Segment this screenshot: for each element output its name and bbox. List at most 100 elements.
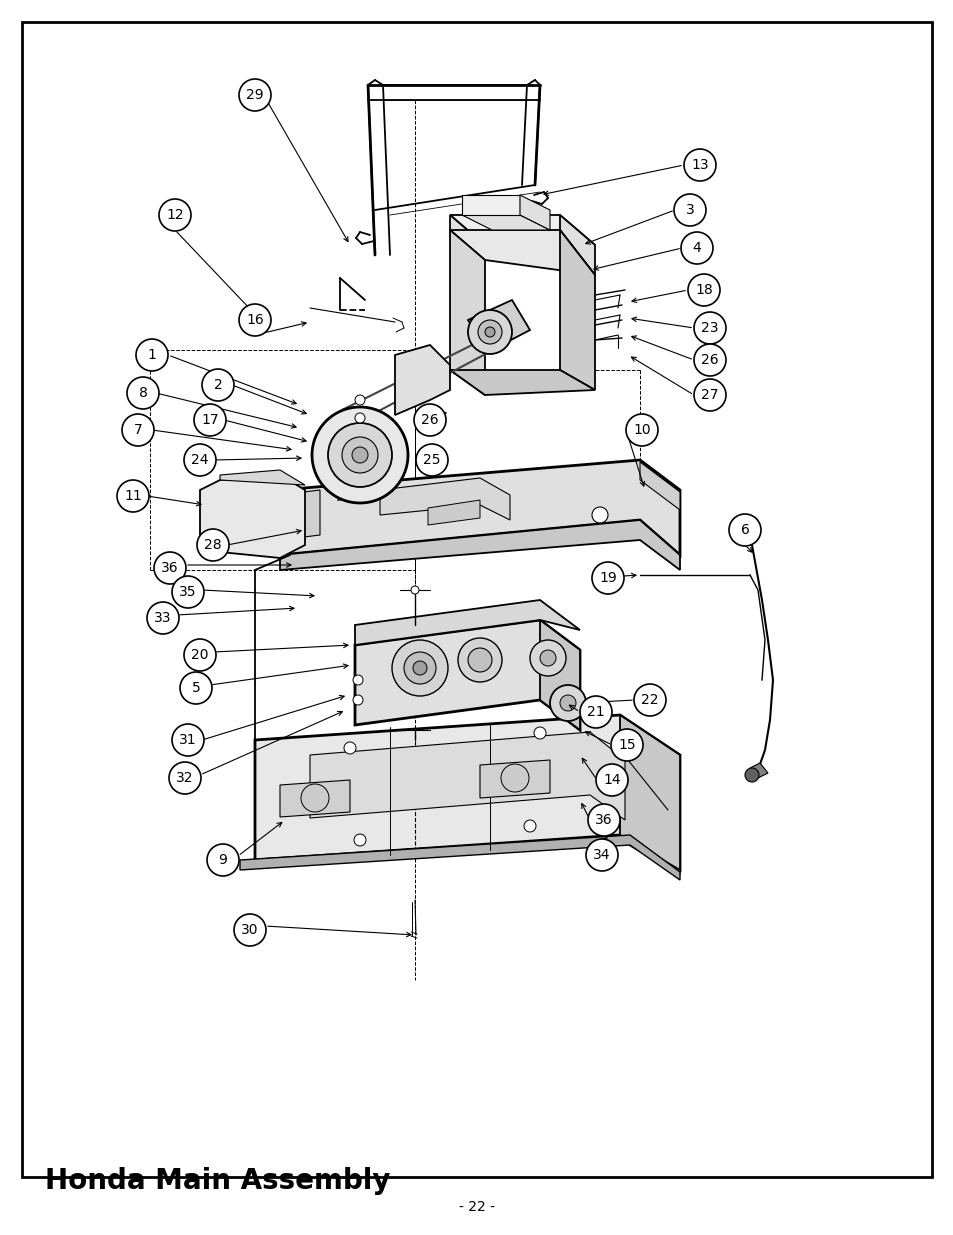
Polygon shape bbox=[450, 230, 484, 395]
Circle shape bbox=[127, 377, 159, 409]
Polygon shape bbox=[254, 835, 679, 876]
Polygon shape bbox=[559, 215, 595, 275]
Polygon shape bbox=[461, 195, 519, 215]
Circle shape bbox=[484, 327, 495, 337]
Polygon shape bbox=[559, 230, 595, 390]
Circle shape bbox=[585, 839, 618, 871]
Circle shape bbox=[592, 508, 607, 522]
Circle shape bbox=[534, 727, 545, 739]
Text: 25: 25 bbox=[423, 453, 440, 467]
Circle shape bbox=[683, 149, 716, 182]
Polygon shape bbox=[280, 781, 350, 818]
Circle shape bbox=[596, 764, 627, 797]
Polygon shape bbox=[479, 760, 550, 798]
Text: 10: 10 bbox=[633, 424, 650, 437]
Polygon shape bbox=[539, 620, 579, 730]
Text: 20: 20 bbox=[191, 648, 209, 662]
Text: 27: 27 bbox=[700, 388, 718, 403]
Text: - 22 -: - 22 - bbox=[458, 1200, 495, 1214]
Text: 16: 16 bbox=[246, 312, 264, 327]
Circle shape bbox=[468, 648, 492, 672]
Circle shape bbox=[355, 412, 365, 424]
Circle shape bbox=[687, 274, 720, 306]
Polygon shape bbox=[450, 230, 595, 275]
Circle shape bbox=[344, 742, 355, 755]
Polygon shape bbox=[220, 471, 305, 485]
Text: 34: 34 bbox=[593, 848, 610, 862]
Text: 30: 30 bbox=[241, 923, 258, 937]
Text: 24: 24 bbox=[191, 453, 209, 467]
Text: 11: 11 bbox=[124, 489, 142, 503]
Circle shape bbox=[550, 685, 585, 721]
Circle shape bbox=[184, 445, 215, 475]
Circle shape bbox=[312, 408, 408, 503]
Circle shape bbox=[172, 576, 204, 608]
Polygon shape bbox=[639, 462, 679, 510]
Text: 35: 35 bbox=[179, 585, 196, 599]
Polygon shape bbox=[450, 370, 595, 395]
Polygon shape bbox=[280, 459, 679, 555]
Circle shape bbox=[579, 697, 612, 727]
Polygon shape bbox=[355, 620, 579, 730]
Text: 13: 13 bbox=[691, 158, 708, 172]
Text: 36: 36 bbox=[595, 813, 612, 827]
Circle shape bbox=[193, 404, 226, 436]
Circle shape bbox=[169, 762, 201, 794]
Text: 21: 21 bbox=[587, 705, 604, 719]
Polygon shape bbox=[379, 478, 510, 520]
Text: 6: 6 bbox=[740, 522, 749, 537]
Text: 33: 33 bbox=[154, 611, 172, 625]
Circle shape bbox=[354, 834, 366, 846]
Circle shape bbox=[610, 729, 642, 761]
Text: 4: 4 bbox=[692, 241, 700, 254]
Text: 8: 8 bbox=[138, 387, 148, 400]
Circle shape bbox=[539, 650, 556, 666]
Circle shape bbox=[180, 672, 212, 704]
Circle shape bbox=[341, 437, 377, 473]
Circle shape bbox=[233, 914, 266, 946]
Circle shape bbox=[328, 424, 392, 487]
Circle shape bbox=[634, 684, 665, 716]
Text: 22: 22 bbox=[640, 693, 659, 706]
Text: 36: 36 bbox=[161, 561, 178, 576]
Text: 19: 19 bbox=[598, 571, 617, 585]
Circle shape bbox=[693, 312, 725, 345]
Polygon shape bbox=[519, 195, 550, 230]
Circle shape bbox=[592, 562, 623, 594]
Text: 9: 9 bbox=[218, 853, 227, 867]
Circle shape bbox=[184, 638, 215, 671]
Circle shape bbox=[693, 379, 725, 411]
Text: 28: 28 bbox=[204, 538, 222, 552]
Circle shape bbox=[587, 804, 619, 836]
Text: 14: 14 bbox=[602, 773, 620, 787]
Circle shape bbox=[413, 661, 427, 676]
Circle shape bbox=[500, 764, 529, 792]
Text: 29: 29 bbox=[246, 88, 264, 103]
Circle shape bbox=[559, 695, 576, 711]
Text: 2: 2 bbox=[213, 378, 222, 391]
Circle shape bbox=[625, 414, 658, 446]
Circle shape bbox=[416, 445, 448, 475]
Circle shape bbox=[239, 304, 271, 336]
Circle shape bbox=[728, 514, 760, 546]
Text: 12: 12 bbox=[166, 207, 184, 222]
Text: 23: 23 bbox=[700, 321, 718, 335]
Text: 7: 7 bbox=[133, 424, 142, 437]
Polygon shape bbox=[240, 835, 679, 881]
Text: Honda Main Assembly: Honda Main Assembly bbox=[45, 1167, 390, 1195]
Polygon shape bbox=[619, 715, 679, 869]
Circle shape bbox=[457, 638, 501, 682]
Circle shape bbox=[468, 310, 512, 354]
Polygon shape bbox=[200, 475, 305, 558]
Circle shape bbox=[202, 369, 233, 401]
Text: 26: 26 bbox=[420, 412, 438, 427]
Circle shape bbox=[353, 695, 363, 705]
Circle shape bbox=[477, 320, 501, 345]
Circle shape bbox=[680, 232, 712, 264]
Circle shape bbox=[196, 529, 229, 561]
Text: 18: 18 bbox=[695, 283, 712, 296]
Polygon shape bbox=[280, 490, 319, 540]
Polygon shape bbox=[355, 600, 579, 645]
Circle shape bbox=[147, 601, 179, 634]
Text: 17: 17 bbox=[201, 412, 218, 427]
